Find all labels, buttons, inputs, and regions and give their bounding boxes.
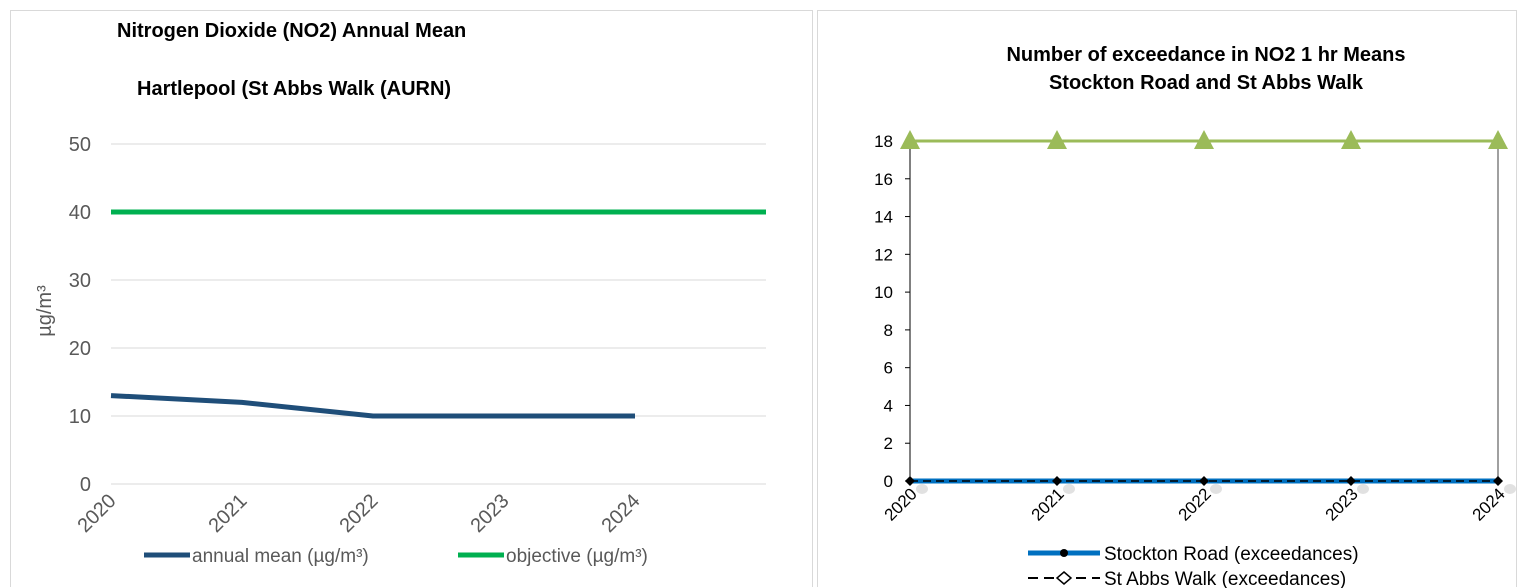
data-point-triangle [900,130,920,149]
legend-label: objective (µg/m³) [506,546,648,567]
x-tick-label: 2020 [74,490,121,537]
series-line [110,393,635,419]
marker-shadow [1357,484,1369,494]
exceedance-chart-panel: Number of exceedance in NO2 1 hr Means S… [817,10,1517,588]
annual-mean-chart-panel: Nitrogen Dioxide (NO2) Annual Mean Hartl… [10,10,813,587]
data-point-diamond [1052,476,1062,486]
x-tick-label: 2022 [1175,484,1215,524]
y-tick-label: 30 [69,270,91,292]
y-tick-label: 14 [874,208,893,227]
x-tick-label: 2024 [1469,484,1509,524]
x-tick-label: 2023 [1322,484,1362,524]
legend-marker-circle [1060,549,1068,557]
data-point-triangle [1194,130,1214,149]
x-tick-label: 2023 [467,490,514,537]
y-tick-label: 10 [69,406,91,428]
marker-shadow [1504,484,1516,494]
data-point-diamond [1199,476,1209,486]
x-tick-label: 2021 [205,490,252,537]
y-tick-label: 4 [884,396,893,415]
x-tick-label: 2021 [1028,484,1068,524]
data-point-triangle [1047,130,1067,149]
y-tick-label: 6 [884,359,893,378]
y-tick-label: 18 [874,132,893,151]
marker-shadow [916,484,928,494]
legend-marker-diamond [1055,571,1073,585]
chart-subtitle: Stockton Road and St Abbs Walk [1049,72,1364,94]
y-tick-label: 50 [69,134,91,156]
y-tick-label: 2 [884,434,893,453]
x-tick-label: 2024 [598,490,645,537]
marker-shadow [1063,484,1075,494]
y-tick-label: 8 [884,321,893,340]
annual-mean-chart: Nitrogen Dioxide (NO2) Annual Mean Hartl… [34,20,766,567]
chart-subtitle: Hartlepool (St Abbs Walk (AURN) [137,78,451,100]
marker-shadow [1210,484,1222,494]
y-tick-label: 0 [884,472,893,491]
data-point-triangle [1488,130,1508,149]
y-tick-label: 0 [80,474,91,496]
y-axis-label: µg/m³ [34,285,56,337]
data-point-diamond [905,476,915,486]
y-tick-label: 20 [69,338,91,360]
legend-label: Stockton Road (exceedances) [1104,544,1359,565]
exceedance-chart: Number of exceedance in NO2 1 hr Means S… [874,44,1516,588]
legend-label: annual mean (µg/m³) [192,546,369,567]
data-point-diamond [1493,476,1503,486]
chart-title: Nitrogen Dioxide (NO2) Annual Mean [117,20,466,42]
x-tick-label: 2022 [336,490,383,537]
y-tick-label: 12 [874,245,893,264]
y-tick-label: 10 [874,283,893,302]
y-tick-label: 40 [69,202,91,224]
data-point-diamond [1346,476,1356,486]
y-tick-label: 16 [874,170,893,189]
legend-label: St Abbs Walk (exceedances) [1104,569,1346,588]
chart-title: Number of exceedance in NO2 1 hr Means [1006,44,1405,66]
data-point-triangle [1341,130,1361,149]
